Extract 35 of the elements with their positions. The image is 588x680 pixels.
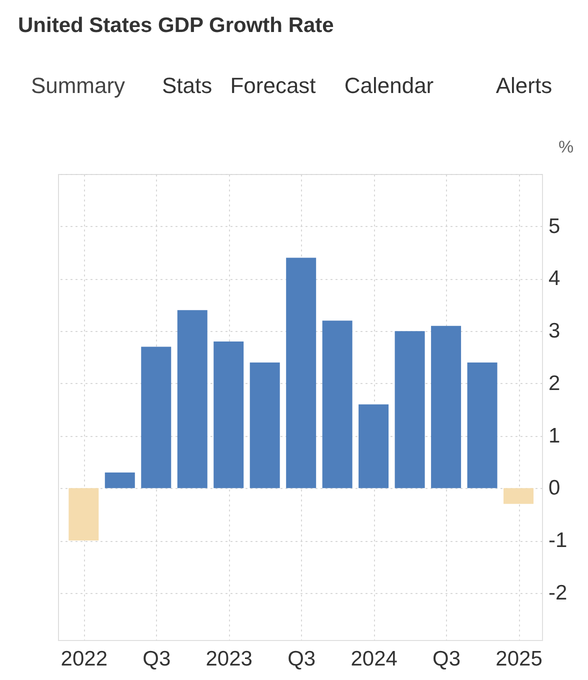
x-tick-label: 2023 — [206, 648, 252, 670]
text: Forecast — [230, 73, 316, 98]
y-tick-label: 0 — [548, 476, 560, 500]
text: Calendar — [344, 73, 434, 98]
bar — [504, 488, 534, 504]
bar — [214, 342, 244, 488]
bar — [286, 258, 316, 488]
bar — [68, 488, 99, 541]
bar — [467, 362, 498, 488]
y-tick-label: 2 — [548, 372, 560, 395]
x-tick-label: 2024 — [350, 648, 398, 670]
y-tick-label: -2 — [548, 581, 568, 604]
chart-title: United States GDP Growth Rate — [18, 14, 334, 37]
bar — [177, 310, 208, 488]
y-tick-label: 5 — [548, 214, 560, 238]
text: Summary — [30, 73, 126, 98]
x-tick-label: 2025 — [496, 648, 542, 670]
y-tick-label: 4 — [548, 267, 560, 290]
bar — [104, 472, 135, 488]
x-tick-label: 2022 — [60, 648, 108, 670]
y-tick-label: 1 — [548, 424, 560, 448]
bar — [358, 404, 389, 488]
x-tick-label: Q3 — [288, 648, 316, 670]
bar — [394, 331, 425, 488]
text: Alerts — [496, 73, 552, 98]
y-tick-label: 3 — [548, 320, 560, 343]
text: Stats — [162, 73, 212, 98]
x-tick-label: Q3 — [142, 648, 171, 670]
y-tick-label: -1 — [548, 529, 568, 552]
y-axis-title: % — [558, 138, 574, 156]
x-tick-label: Q3 — [432, 648, 461, 670]
bar — [322, 320, 352, 488]
bar — [141, 346, 172, 488]
bar — [250, 362, 280, 488]
bar — [431, 326, 462, 488]
